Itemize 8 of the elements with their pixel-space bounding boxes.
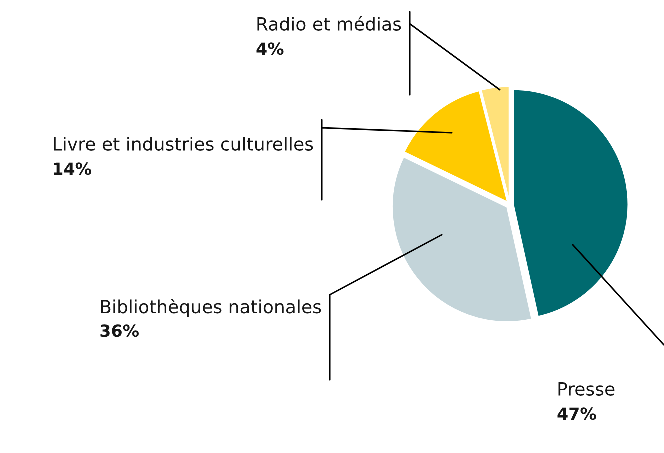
slice-label: Bibliothèques nationales [101,299,322,318]
data-label: 36% [100,324,139,338]
slice-label: Livre et industries culturelles [54,137,314,151]
data-label: 47% [558,408,596,420]
data-label: 14% [54,162,92,176]
slice-label: Radio et médias [258,16,402,31]
data-label: 4% [256,42,284,56]
slice-label: Presse [558,382,615,396]
